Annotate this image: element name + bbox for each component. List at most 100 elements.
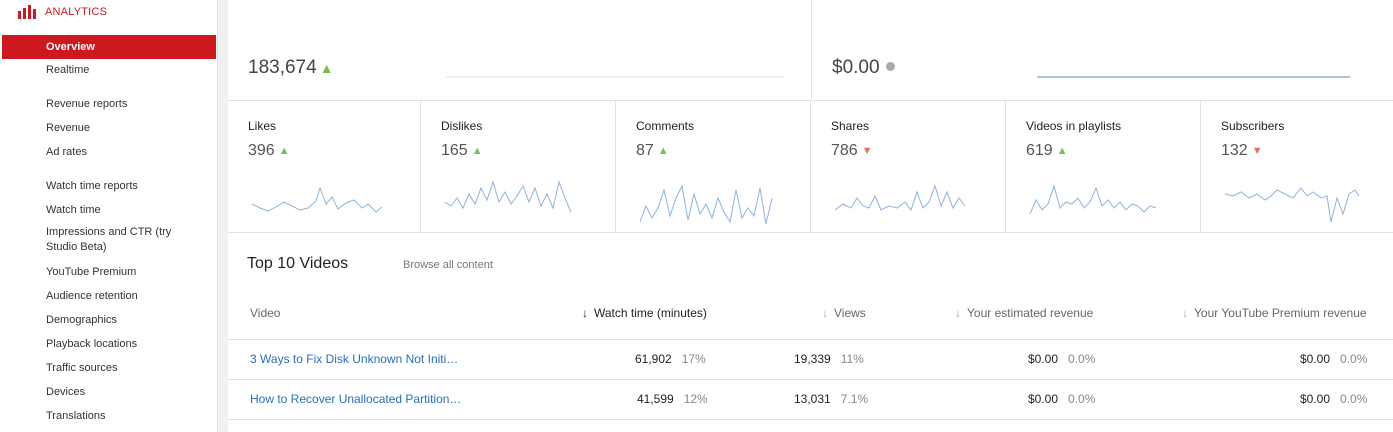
cell-value: 19,339: [794, 352, 831, 366]
metric-label: Videos in playlists: [1026, 119, 1122, 133]
metric-number: 396: [248, 142, 275, 159]
analytics-bars-icon: [18, 5, 36, 19]
main-content: 183,674 ▲ $0.00 Likes 396 ▲ Dislikes 165 ▲ …: [228, 0, 1393, 432]
views-cell: 19,339 11%: [794, 352, 864, 366]
metric-label: Likes: [248, 119, 277, 133]
cell-value: 61,902: [635, 352, 672, 366]
neutral-dot-icon: [885, 62, 895, 71]
views-trend-line: [446, 76, 784, 78]
premium-revenue-cell: $0.00 0.0%: [1300, 352, 1367, 366]
cell-percent: 0.0%: [1340, 352, 1368, 366]
column-header-label: Watch time (minutes): [594, 306, 707, 320]
metric-card-dislikes[interactable]: Dislikes 165 ▲: [421, 100, 616, 233]
column-header-estimated-revenue[interactable]: ↓ Your estimated revenue: [955, 306, 1093, 320]
sidebar-item-youtube-premium[interactable]: YouTube Premium: [46, 266, 137, 278]
row-divider: [228, 379, 1393, 380]
metric-card-subscribers[interactable]: Subscribers 132 ▼: [1201, 100, 1393, 233]
analytics-title: ANALYTICS: [45, 6, 108, 18]
cell-value: $0.00: [1028, 352, 1059, 366]
column-header-premium-revenue[interactable]: ↓ Your YouTube Premium revenue: [1182, 306, 1367, 320]
summary-revenue-value: $0.00: [832, 57, 895, 79]
sort-arrow-down-icon: ↓: [1182, 306, 1188, 320]
revenue-trend-line: [1037, 76, 1350, 78]
metric-card-shares[interactable]: Shares 786 ▼: [811, 100, 1006, 233]
sidebar: ANALYTICS Overview Realtime Revenue repo…: [0, 0, 218, 432]
cell-percent: 7.1%: [840, 392, 869, 406]
metric-label: Comments: [636, 119, 695, 133]
sparkline-subscribers: [1224, 187, 1360, 223]
browse-all-content-link[interactable]: Browse all content: [403, 259, 493, 271]
metric-value: 619 ▲: [1026, 142, 1068, 160]
summary-views-value: 183,674 ▲: [248, 57, 334, 79]
summary-revenue-panel[interactable]: $0.00: [812, 0, 1393, 101]
estimated-revenue-cell: $0.00 0.0%: [1028, 392, 1095, 406]
metric-value: 786 ▼: [831, 142, 873, 160]
metric-card-comments[interactable]: Comments 87 ▲: [616, 100, 811, 233]
video-title-link[interactable]: 3 Ways to Fix Disk Unknown Not Initi…: [250, 352, 459, 366]
sort-arrow-down-icon: ↓: [582, 306, 588, 320]
cell-percent: 0.0%: [1068, 352, 1096, 366]
column-header-video[interactable]: Video: [250, 306, 280, 320]
video-title-link[interactable]: How to Recover Unallocated Partition…: [250, 392, 462, 406]
estimated-revenue-cell: $0.00 0.0%: [1028, 352, 1095, 366]
sparkline-comments: [639, 184, 773, 225]
sparkline-dislikes: [444, 180, 572, 213]
trend-up-icon: ▲: [471, 145, 483, 157]
sparkline-likes: [251, 186, 383, 213]
summary-views-number: 183,674: [248, 57, 317, 78]
analytics-header[interactable]: ANALYTICS: [18, 4, 107, 20]
metric-card-likes[interactable]: Likes 396 ▲: [228, 100, 421, 233]
trend-up-icon: ▲: [278, 145, 290, 157]
metric-label: Dislikes: [441, 119, 483, 133]
sidebar-item-revenue[interactable]: Revenue: [46, 122, 91, 134]
sidebar-item-devices[interactable]: Devices: [46, 386, 86, 398]
cell-value: $0.00: [1300, 352, 1331, 366]
sidebar-item-demographics[interactable]: Demographics: [46, 314, 117, 326]
cell-percent: 17%: [681, 352, 706, 366]
sidebar-item-traffic-sources[interactable]: Traffic sources: [46, 362, 118, 374]
column-header-label: Views: [834, 306, 866, 320]
sidebar-item-watch-time-reports[interactable]: Watch time reports: [46, 180, 138, 192]
metric-value: 87 ▲: [636, 142, 669, 160]
cell-percent: 12%: [683, 392, 708, 406]
watch-time-cell: 61,902 17%: [635, 352, 706, 366]
trend-down-icon: ▼: [861, 145, 873, 157]
metric-label: Subscribers: [1221, 119, 1285, 133]
sidebar-item-realtime[interactable]: Realtime: [46, 64, 90, 76]
metric-card-videos-in-playlists[interactable]: Videos in playlists 619 ▲: [1006, 100, 1201, 233]
cell-value: 13,031: [794, 392, 831, 406]
sidebar-item-impressions-ctr[interactable]: Impressions and CTR (try Studio Beta): [46, 226, 172, 253]
sort-arrow-down-icon: ↓: [822, 306, 828, 320]
column-header-views[interactable]: ↓ Views: [822, 306, 866, 320]
trend-down-icon: ▼: [1251, 145, 1263, 157]
watch-time-cell: 41,599 12%: [637, 392, 708, 406]
cell-percent: 0.0%: [1340, 392, 1368, 406]
sidebar-item-audience-retention[interactable]: Audience retention: [46, 290, 138, 302]
column-header-label: Your estimated revenue: [967, 306, 1094, 320]
trend-up-icon: ▲: [657, 145, 669, 157]
cell-value: 41,599: [637, 392, 674, 406]
sidebar-item-watch-time[interactable]: Watch time: [46, 204, 101, 216]
top-videos-title: Top 10 Videos: [247, 255, 349, 272]
trend-up-icon: ▲: [1056, 145, 1068, 157]
column-header-label: Your YouTube Premium revenue: [1194, 306, 1367, 320]
summary-divider: [811, 0, 812, 100]
cell-value: $0.00: [1300, 392, 1331, 406]
sidebar-item-overview[interactable]: Overview: [2, 35, 216, 59]
sidebar-item-playback-locations[interactable]: Playback locations: [46, 338, 138, 350]
column-header-watch-time[interactable]: ↓ Watch time (minutes): [582, 306, 707, 320]
summary-views-panel[interactable]: 183,674 ▲: [228, 0, 811, 101]
metric-number: 87: [636, 142, 654, 159]
metric-value: 396 ▲: [248, 142, 290, 160]
cell-percent: 11%: [840, 352, 864, 366]
table-header-divider: [228, 339, 1393, 340]
metric-number: 165: [441, 142, 468, 159]
metric-value: 132 ▼: [1221, 142, 1263, 160]
sidebar-item-revenue-reports[interactable]: Revenue reports: [46, 98, 128, 110]
metric-value: 165 ▲: [441, 142, 483, 160]
summary-revenue-number: $0.00: [832, 57, 880, 78]
cell-value: $0.00: [1028, 392, 1059, 406]
sidebar-item-ad-rates[interactable]: Ad rates: [46, 146, 87, 158]
sidebar-item-translations[interactable]: Translations: [46, 410, 106, 422]
sparkline-videos-in-playlists: [1029, 184, 1157, 215]
